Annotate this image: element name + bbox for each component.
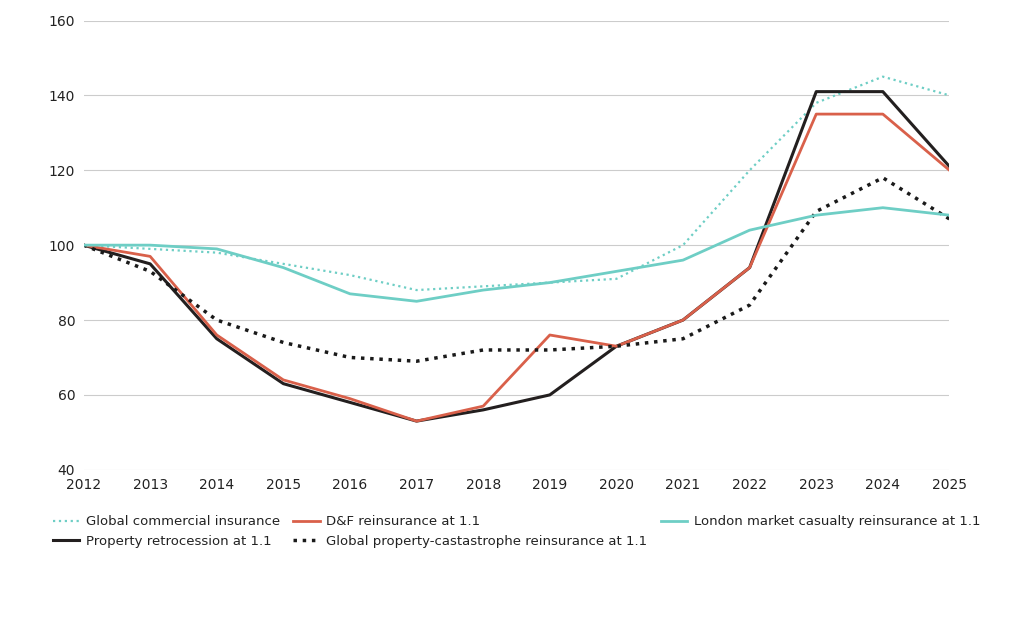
D&F reinsurance at 1.1	[744, 263, 756, 271]
Property retrocession at 1.1	[677, 316, 689, 324]
Property retrocession at 1.1	[810, 88, 822, 96]
Global commercial insurance	[744, 167, 756, 174]
London market casualty reinsurance at 1.1	[211, 245, 223, 253]
Global property-castastrophe reinsurance at 1.1	[211, 316, 223, 324]
London market casualty reinsurance at 1.1	[77, 241, 90, 249]
Property retrocession at 1.1	[211, 335, 223, 342]
Global property-castastrophe reinsurance at 1.1	[410, 358, 422, 365]
London market casualty reinsurance at 1.1	[410, 297, 422, 305]
Property retrocession at 1.1	[277, 380, 289, 388]
Global commercial insurance	[77, 241, 90, 249]
D&F reinsurance at 1.1	[810, 110, 822, 118]
Global property-castastrophe reinsurance at 1.1	[477, 346, 490, 354]
Line: D&F reinsurance at 1.1: D&F reinsurance at 1.1	[84, 114, 949, 421]
London market casualty reinsurance at 1.1	[543, 279, 556, 287]
D&F reinsurance at 1.1	[543, 331, 556, 339]
Global property-castastrophe reinsurance at 1.1	[744, 301, 756, 309]
London market casualty reinsurance at 1.1	[943, 212, 956, 219]
Global property-castastrophe reinsurance at 1.1	[611, 342, 623, 350]
Global property-castastrophe reinsurance at 1.1	[77, 241, 90, 249]
Property retrocession at 1.1	[344, 399, 356, 406]
Line: Global property-castastrophe reinsurance at 1.1: Global property-castastrophe reinsurance…	[84, 178, 949, 362]
Property retrocession at 1.1	[144, 260, 156, 268]
Line: London market casualty reinsurance at 1.1: London market casualty reinsurance at 1.…	[84, 208, 949, 301]
D&F reinsurance at 1.1	[410, 417, 422, 425]
London market casualty reinsurance at 1.1	[877, 204, 889, 212]
Global commercial insurance	[410, 287, 422, 294]
Global commercial insurance	[144, 245, 156, 253]
D&F reinsurance at 1.1	[211, 331, 223, 339]
London market casualty reinsurance at 1.1	[810, 212, 822, 219]
Property retrocession at 1.1	[77, 241, 90, 249]
Global property-castastrophe reinsurance at 1.1	[943, 215, 956, 223]
London market casualty reinsurance at 1.1	[744, 226, 756, 234]
Property retrocession at 1.1	[744, 263, 756, 271]
Global property-castastrophe reinsurance at 1.1	[877, 174, 889, 181]
London market casualty reinsurance at 1.1	[277, 263, 289, 271]
Global commercial insurance	[477, 283, 490, 290]
Global commercial insurance	[211, 249, 223, 256]
Global property-castastrophe reinsurance at 1.1	[344, 354, 356, 362]
D&F reinsurance at 1.1	[277, 376, 289, 384]
Property retrocession at 1.1	[410, 417, 422, 425]
D&F reinsurance at 1.1	[677, 316, 689, 324]
London market casualty reinsurance at 1.1	[477, 287, 490, 294]
Global commercial insurance	[344, 271, 356, 279]
London market casualty reinsurance at 1.1	[677, 256, 689, 264]
Global property-castastrophe reinsurance at 1.1	[677, 335, 689, 342]
Line: Property retrocession at 1.1: Property retrocession at 1.1	[84, 92, 949, 421]
Property retrocession at 1.1	[543, 391, 556, 399]
Global property-castastrophe reinsurance at 1.1	[810, 208, 822, 215]
Property retrocession at 1.1	[611, 342, 623, 350]
D&F reinsurance at 1.1	[77, 241, 90, 249]
London market casualty reinsurance at 1.1	[144, 241, 156, 249]
Global commercial insurance	[810, 99, 822, 106]
D&F reinsurance at 1.1	[611, 342, 623, 350]
Global commercial insurance	[543, 279, 556, 287]
D&F reinsurance at 1.1	[943, 167, 956, 174]
Global property-castastrophe reinsurance at 1.1	[144, 267, 156, 275]
Global commercial insurance	[943, 92, 956, 99]
Property retrocession at 1.1	[477, 406, 490, 413]
Global commercial insurance	[677, 241, 689, 249]
London market casualty reinsurance at 1.1	[344, 290, 356, 297]
Global property-castastrophe reinsurance at 1.1	[543, 346, 556, 354]
London market casualty reinsurance at 1.1	[611, 267, 623, 275]
Property retrocession at 1.1	[943, 163, 956, 171]
D&F reinsurance at 1.1	[477, 403, 490, 410]
Global commercial insurance	[877, 73, 889, 81]
Global commercial insurance	[277, 260, 289, 268]
Legend: Global commercial insurance, Property retrocession at 1.1, D&F reinsurance at 1.: Global commercial insurance, Property re…	[48, 510, 985, 553]
D&F reinsurance at 1.1	[344, 395, 356, 403]
Line: Global commercial insurance: Global commercial insurance	[84, 77, 949, 290]
D&F reinsurance at 1.1	[144, 253, 156, 260]
Global commercial insurance	[611, 275, 623, 283]
Global property-castastrophe reinsurance at 1.1	[277, 338, 289, 346]
Property retrocession at 1.1	[877, 88, 889, 96]
D&F reinsurance at 1.1	[877, 110, 889, 118]
